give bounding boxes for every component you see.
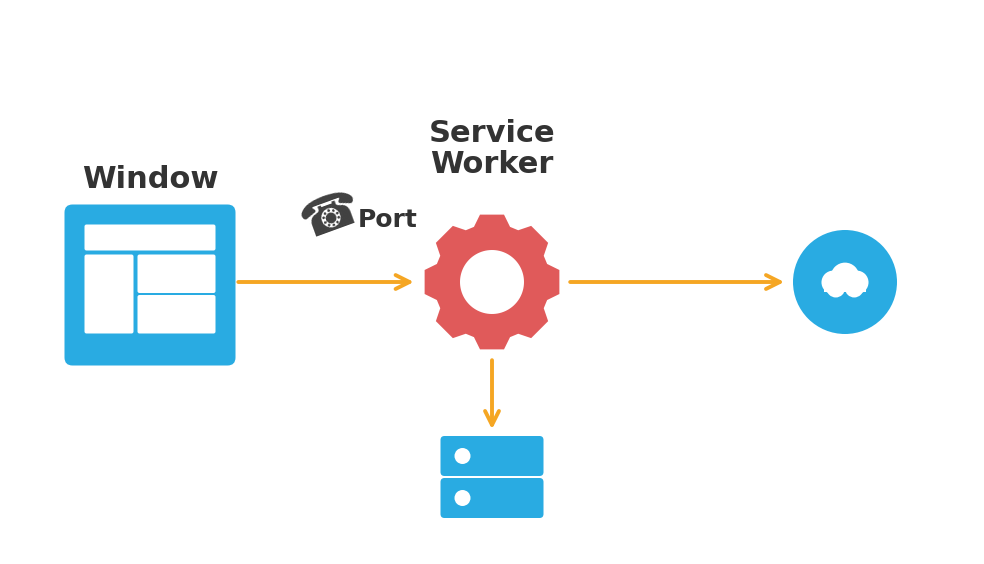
Text: Port: Port: [358, 208, 418, 232]
Circle shape: [827, 279, 845, 297]
Circle shape: [822, 271, 845, 294]
FancyBboxPatch shape: [85, 224, 215, 250]
FancyBboxPatch shape: [65, 205, 235, 365]
Bar: [824, 283, 866, 293]
Text: Service
Worker: Service Worker: [429, 118, 555, 179]
Circle shape: [845, 279, 864, 297]
Circle shape: [455, 448, 470, 464]
Text: ☎: ☎: [293, 182, 367, 248]
FancyBboxPatch shape: [441, 436, 543, 476]
Text: Window: Window: [82, 165, 218, 195]
Polygon shape: [460, 250, 524, 314]
Circle shape: [455, 490, 470, 506]
FancyBboxPatch shape: [138, 254, 215, 293]
FancyBboxPatch shape: [85, 254, 134, 333]
Circle shape: [830, 263, 859, 291]
FancyBboxPatch shape: [441, 478, 543, 518]
FancyBboxPatch shape: [138, 295, 215, 333]
Circle shape: [845, 271, 869, 294]
Circle shape: [793, 230, 897, 334]
Polygon shape: [425, 215, 559, 349]
